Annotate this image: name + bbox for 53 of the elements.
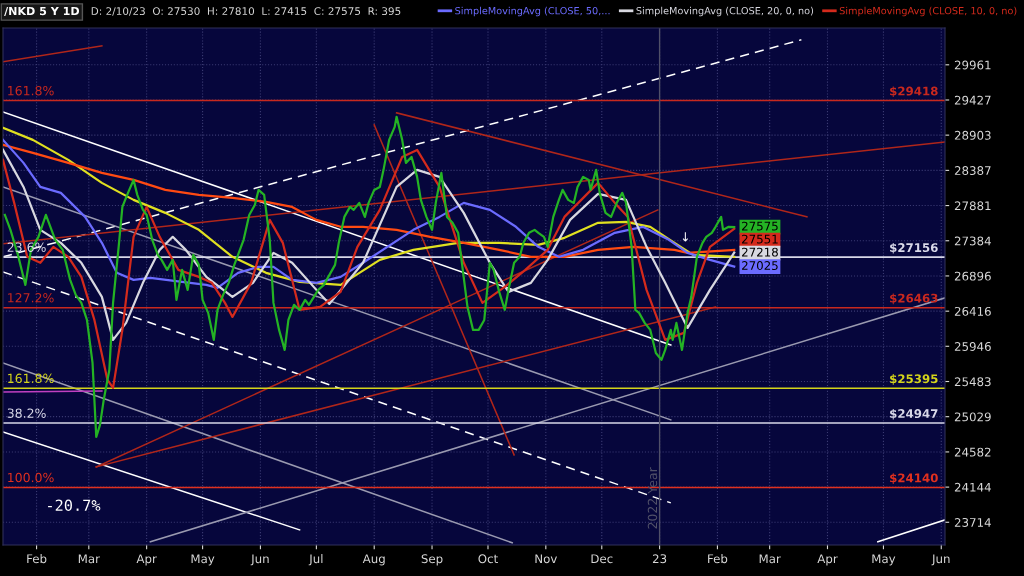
x-tick-label: Feb bbox=[708, 554, 728, 564]
x-tick-label: Oct bbox=[478, 554, 498, 564]
annotation: ↓ bbox=[682, 232, 689, 242]
annotation: 127.2% bbox=[8, 293, 54, 303]
annotation: 27575 bbox=[742, 221, 778, 231]
y-tick-label: 25029 bbox=[954, 412, 991, 422]
ref-line-label: $24140 bbox=[890, 473, 938, 484]
x-tick-label: May bbox=[872, 554, 896, 566]
x-tick-label: May bbox=[191, 554, 215, 566]
x-tick-label: 23 bbox=[652, 554, 667, 564]
x-tick-label: Sep bbox=[421, 554, 443, 566]
ref-line-label: $25395 bbox=[890, 374, 938, 385]
chart-subtitle: D: 2/10/23 O: 27530 H: 27810 L: 27415 C: 27575 R: 395 bbox=[91, 7, 401, 16]
x-tick-label: Aug bbox=[362, 554, 385, 566]
y-tick-label: 25483 bbox=[954, 377, 991, 387]
ref-line-label: 2022 Year bbox=[647, 467, 658, 529]
x-tick-label: Apr bbox=[817, 554, 838, 566]
y-tick-label: 27881 bbox=[954, 201, 991, 211]
x-tick-label: Jun bbox=[931, 554, 950, 566]
x-tick-label: Dec bbox=[591, 554, 613, 564]
y-tick-label: 29961 bbox=[954, 60, 991, 70]
annotation: 27025 bbox=[742, 261, 778, 270]
annotation: 38.2% bbox=[7, 408, 46, 418]
annotation: -20.7% bbox=[48, 499, 101, 512]
x-tick-label: Nov bbox=[535, 554, 557, 564]
legend-label: SimpleMovingAvg (CLOSE, 10, 0, no) bbox=[839, 6, 1017, 17]
annotation: 27551 bbox=[742, 234, 778, 244]
chart-title: /NKD 5 Y 1D bbox=[4, 6, 80, 17]
x-tick-label: Jun bbox=[250, 554, 269, 566]
y-tick-label: 25946 bbox=[954, 342, 991, 351]
y-tick-label: 28387 bbox=[954, 166, 991, 176]
y-tick-label: 27384 bbox=[954, 236, 991, 246]
y-tick-label: 24582 bbox=[954, 447, 991, 457]
ref-line-label: $29418 bbox=[890, 86, 938, 98]
x-tick-label: Apr bbox=[136, 554, 157, 566]
y-tick-label: 24144 bbox=[954, 482, 991, 492]
y-tick-label: 28903 bbox=[954, 130, 991, 140]
annotation: 27218 bbox=[742, 247, 778, 257]
x-tick-label: Mar bbox=[759, 554, 781, 564]
x-tick-label: Jul bbox=[308, 554, 323, 566]
annotation: 161.8% bbox=[8, 85, 54, 96]
x-tick-label: Mar bbox=[78, 554, 100, 564]
legend-label: SimpleMovingAvg (CLOSE, 50,... bbox=[455, 6, 610, 17]
y-tick-label: 26416 bbox=[954, 306, 991, 316]
legend-label: SimpleMovingAvg (CLOSE, 20, 0, no) bbox=[636, 6, 814, 17]
y-tick-label: 26896 bbox=[954, 271, 991, 281]
annotation: 100.0% bbox=[8, 472, 54, 483]
ref-line-label: $26463 bbox=[890, 293, 938, 305]
y-tick-label: 29427 bbox=[954, 95, 991, 105]
ref-line-label: $24947 bbox=[890, 408, 938, 420]
x-tick-label: Feb bbox=[27, 554, 47, 564]
ref-line-label: $27156 bbox=[890, 242, 938, 254]
y-tick-label: 23714 bbox=[954, 517, 991, 527]
